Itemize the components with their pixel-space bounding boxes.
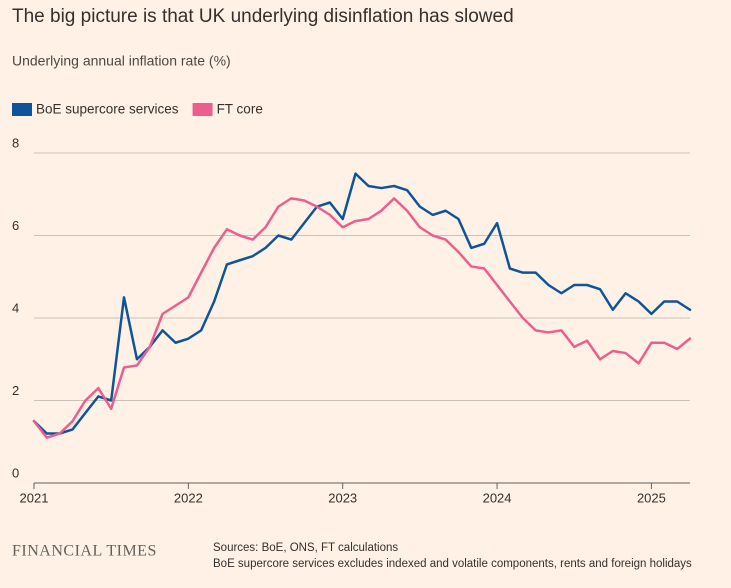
legend-swatch bbox=[192, 103, 213, 116]
brand: FINANCIAL TIMES bbox=[12, 543, 157, 560]
y-tick-label: 6 bbox=[12, 218, 19, 233]
legend-label: FT core bbox=[217, 102, 263, 117]
chart-subtitle: Underlying annual inflation rate (%) bbox=[12, 53, 231, 69]
series-line bbox=[32, 172, 692, 435]
y-tick-label: 2 bbox=[12, 383, 19, 398]
y-tick-label: 8 bbox=[12, 135, 19, 150]
legend-label: BoE supercore services bbox=[36, 102, 179, 117]
x-tick-label: 2021 bbox=[20, 490, 49, 505]
x-tick-label: 2025 bbox=[637, 490, 666, 505]
legend-swatch bbox=[12, 103, 32, 116]
series-line bbox=[32, 197, 692, 439]
note: BoE supercore services excludes indexed … bbox=[213, 558, 692, 570]
x-tick-label: 2023 bbox=[328, 490, 357, 505]
y-tick-label: 4 bbox=[12, 300, 19, 315]
x-tick-label: 2024 bbox=[483, 490, 512, 505]
y-tick-label: 0 bbox=[12, 465, 19, 480]
chart-title: The big picture is that UK underlying di… bbox=[12, 6, 514, 27]
x-tick-label: 2022 bbox=[174, 490, 203, 505]
note: Sources: BoE, ONS, FT calculations bbox=[213, 542, 398, 554]
